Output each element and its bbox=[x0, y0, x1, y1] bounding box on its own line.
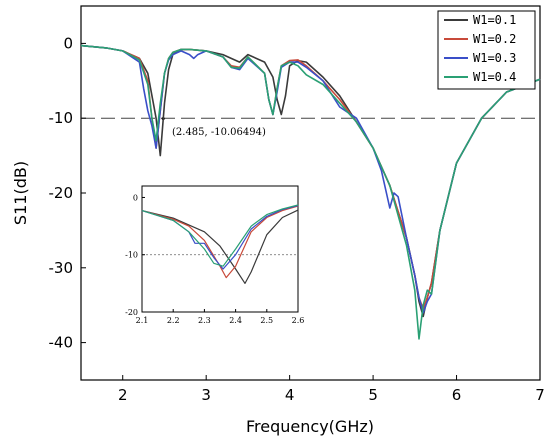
inset-y-tick-label: -10 bbox=[125, 251, 138, 260]
inset-series-line-4 bbox=[141, 204, 299, 267]
inset-y-tick-label: 0 bbox=[133, 193, 138, 202]
legend: W1=0.1 W1=0.2 W1=0.3 W1=0.4 bbox=[437, 10, 536, 90]
y-tick-label: -30 bbox=[49, 259, 74, 277]
x-tick-label: 6 bbox=[452, 386, 462, 404]
inset-ticks-layer: 2.1 2.2 2.3 2.4 2.5 2.6 0 -10 -20 bbox=[125, 193, 304, 325]
inset-frame bbox=[141, 185, 299, 313]
inset-y-tick-label: -20 bbox=[125, 308, 138, 317]
x-tick-label: 2 bbox=[118, 386, 128, 404]
inset-chart: 2.1 2.2 2.3 2.4 2.5 2.6 0 -10 -20 bbox=[125, 185, 304, 325]
x-tick-label: 4 bbox=[285, 386, 295, 404]
inset-series-line-2 bbox=[141, 205, 299, 279]
x-tick-label: 3 bbox=[201, 386, 211, 404]
main-series-layer bbox=[80, 44, 541, 340]
y-tick-label: 0 bbox=[63, 34, 73, 52]
y-tick-label: -40 bbox=[49, 334, 74, 352]
legend-label-2: W1=0.2 bbox=[473, 32, 516, 46]
y-tick-label: -20 bbox=[49, 184, 74, 202]
y-axis-title: S11(dB) bbox=[11, 161, 30, 225]
legend-label-4: W1=0.4 bbox=[473, 70, 516, 84]
legend-label-1: W1=0.1 bbox=[473, 13, 516, 27]
inset-x-tick-label: 2.2 bbox=[167, 316, 180, 325]
inset-x-tick-label: 2.1 bbox=[136, 316, 149, 325]
legend-label-3: W1=0.3 bbox=[473, 51, 516, 65]
inset-x-tick-label: 2.6 bbox=[292, 316, 305, 325]
inset-series-layer bbox=[141, 204, 299, 284]
inset-x-tick-label: 2.4 bbox=[229, 316, 242, 325]
x-tick-label: 7 bbox=[535, 386, 545, 404]
x-axis-title: Frequency(GHz) bbox=[246, 417, 374, 436]
series-line-4 bbox=[80, 44, 541, 340]
inset-x-tick-label: 2.5 bbox=[260, 316, 273, 325]
annotation-label: (2.485, -10.06494) bbox=[172, 127, 266, 138]
y-tick-label: -10 bbox=[49, 109, 74, 127]
x-tick-label: 5 bbox=[368, 386, 378, 404]
inset-x-tick-label: 2.3 bbox=[198, 316, 211, 325]
main-ticks-layer: 2 3 4 5 6 7 0 -10 -20 -30 -40 bbox=[49, 34, 545, 404]
inset-series-line-1 bbox=[141, 209, 299, 284]
